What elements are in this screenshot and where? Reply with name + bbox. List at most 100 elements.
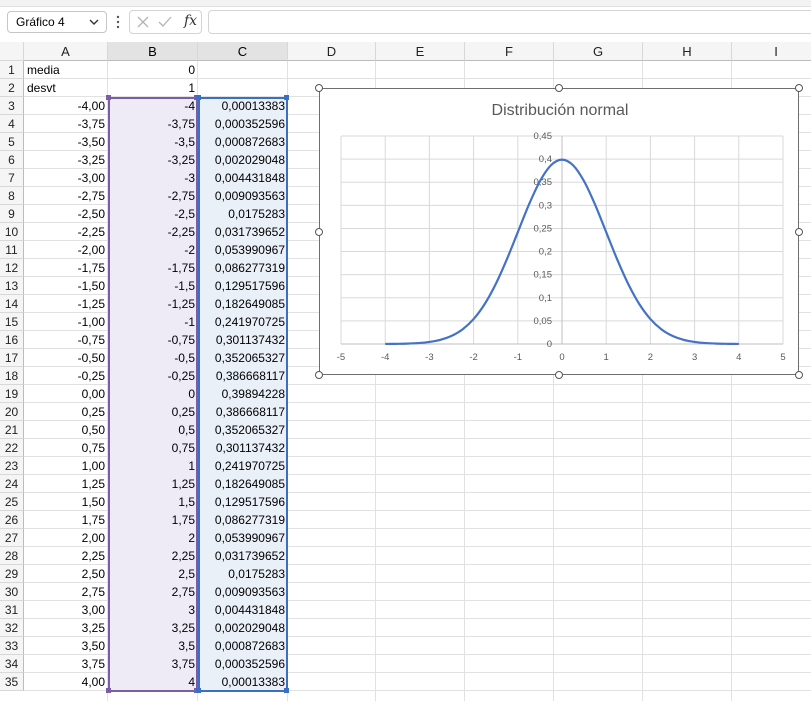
row-header-25[interactable]: 25 (0, 493, 24, 511)
row-header-33[interactable]: 33 (0, 637, 24, 655)
cell-b20[interactable]: 0,25 (171, 405, 195, 419)
cell-c35[interactable]: 0,00013383 (221, 675, 285, 689)
cancel-icon[interactable] (136, 15, 150, 29)
cell-a24[interactable]: 1,25 (81, 477, 105, 491)
resize-handle[interactable] (555, 84, 563, 92)
cell-a5[interactable]: -3,50 (77, 135, 105, 149)
cell-a19[interactable]: 0,00 (81, 387, 105, 401)
cell-b31[interactable]: 3 (188, 603, 195, 617)
cell-b12[interactable]: -1,75 (167, 261, 195, 275)
cell-a9[interactable]: -2,50 (77, 207, 105, 221)
row-header-26[interactable]: 26 (0, 511, 24, 529)
row-header-2[interactable]: 2 (0, 79, 24, 97)
cell-b27[interactable]: 2 (188, 531, 195, 545)
resize-handle[interactable] (795, 371, 803, 379)
cell-c23[interactable]: 0,241970725 (214, 459, 285, 473)
cell-c13[interactable]: 0,129517596 (214, 279, 285, 293)
cell-b22[interactable]: 0,75 (171, 441, 195, 455)
more-options-icon[interactable] (114, 14, 122, 30)
resize-handle[interactable] (315, 84, 323, 92)
row-header-5[interactable]: 5 (0, 133, 24, 151)
cell-a7[interactable]: -3,00 (77, 171, 105, 185)
cell-a27[interactable]: 2,00 (81, 531, 105, 545)
cell-a28[interactable]: 2,25 (81, 549, 105, 563)
range-handle[interactable] (196, 95, 201, 100)
row-header-18[interactable]: 18 (0, 367, 24, 385)
insert-function-button[interactable]: fx (184, 13, 198, 29)
cell-a16[interactable]: -0,75 (77, 333, 105, 347)
cell-c14[interactable]: 0,182649085 (214, 297, 285, 311)
cell-a26[interactable]: 1,75 (81, 513, 105, 527)
cell-a23[interactable]: 1,00 (81, 459, 105, 473)
row-header-8[interactable]: 8 (0, 187, 24, 205)
cell-c11[interactable]: 0,053990967 (214, 243, 285, 257)
row-header-4[interactable]: 4 (0, 115, 24, 133)
column-header-b[interactable]: B (108, 42, 198, 61)
cell-a33[interactable]: 3,50 (81, 639, 105, 653)
cell-c29[interactable]: 0,0175283 (228, 567, 285, 581)
cell-c26[interactable]: 0,086277319 (214, 513, 285, 527)
column-header-c[interactable]: C (198, 42, 288, 61)
row-header-22[interactable]: 22 (0, 439, 24, 457)
resize-handle[interactable] (555, 371, 563, 379)
row-header-12[interactable]: 12 (0, 259, 24, 277)
cell-b28[interactable]: 2,25 (171, 549, 195, 563)
resize-handle[interactable] (795, 84, 803, 92)
row-header-19[interactable]: 19 (0, 385, 24, 403)
range-handle[interactable] (106, 95, 111, 100)
row-header-21[interactable]: 21 (0, 421, 24, 439)
row-header-6[interactable]: 6 (0, 151, 24, 169)
cell-c27[interactable]: 0,053990967 (214, 531, 285, 545)
cell-a15[interactable]: -1,00 (77, 315, 105, 329)
row-header-35[interactable]: 35 (0, 673, 24, 691)
range-handle[interactable] (284, 688, 289, 693)
cell-c6[interactable]: 0,002029048 (214, 153, 285, 167)
column-header-i[interactable]: I (732, 42, 811, 61)
cell-c28[interactable]: 0,031739652 (214, 549, 285, 563)
cell-c16[interactable]: 0,301137432 (215, 333, 285, 347)
resize-handle[interactable] (315, 227, 323, 236)
row-header-17[interactable]: 17 (0, 349, 24, 367)
cell-a10[interactable]: -2,25 (77, 225, 105, 239)
row-header-20[interactable]: 20 (0, 403, 24, 421)
cell-b19[interactable]: 0 (188, 387, 195, 401)
column-header-a[interactable]: A (24, 42, 108, 61)
cell-c34[interactable]: 0,000352596 (214, 657, 285, 671)
cell-b35[interactable]: 4 (188, 675, 195, 689)
cell-b21[interactable]: 0,5 (178, 423, 195, 437)
cell-a13[interactable]: -1,50 (77, 279, 105, 293)
cell-c4[interactable]: 0,000352596 (214, 117, 285, 131)
cell-a22[interactable]: 0,75 (81, 441, 105, 455)
cell-b2[interactable]: 1 (188, 81, 195, 95)
cell-a21[interactable]: 0,50 (81, 423, 105, 437)
cell-b1[interactable]: 0 (188, 63, 195, 77)
column-header-g[interactable]: G (554, 42, 643, 61)
row-header-10[interactable]: 10 (0, 223, 24, 241)
cell-b13[interactable]: -1,5 (174, 279, 195, 293)
row-header-28[interactable]: 28 (0, 547, 24, 565)
cell-b14[interactable]: -1,25 (167, 297, 195, 311)
cell-c7[interactable]: 0,004431848 (214, 171, 285, 185)
cell-b10[interactable]: -2,25 (167, 225, 195, 239)
cell-b32[interactable]: 3,25 (171, 621, 195, 635)
cell-c3[interactable]: 0,00013383 (221, 99, 285, 113)
row-header-16[interactable]: 16 (0, 331, 24, 349)
cell-b26[interactable]: 1,75 (171, 513, 195, 527)
cell-b16[interactable]: -0,75 (167, 333, 195, 347)
range-handle[interactable] (284, 95, 289, 100)
row-header-29[interactable]: 29 (0, 565, 24, 583)
column-header-h[interactable]: H (643, 42, 732, 61)
cell-b24[interactable]: 1,25 (171, 477, 195, 491)
column-header-e[interactable]: E (376, 42, 465, 61)
cell-a4[interactable]: -3,75 (77, 117, 105, 131)
row-header-15[interactable]: 15 (0, 313, 24, 331)
row-header-24[interactable]: 24 (0, 475, 24, 493)
cell-b15[interactable]: -1 (184, 315, 195, 329)
cell-b17[interactable]: -0,5 (174, 351, 195, 365)
range-handle[interactable] (196, 688, 201, 693)
cell-b34[interactable]: 3,75 (171, 657, 195, 671)
cell-c15[interactable]: 0,241970725 (214, 315, 285, 329)
row-header-27[interactable]: 27 (0, 529, 24, 547)
row-header-7[interactable]: 7 (0, 169, 24, 187)
cell-b5[interactable]: -3,5 (174, 135, 195, 149)
